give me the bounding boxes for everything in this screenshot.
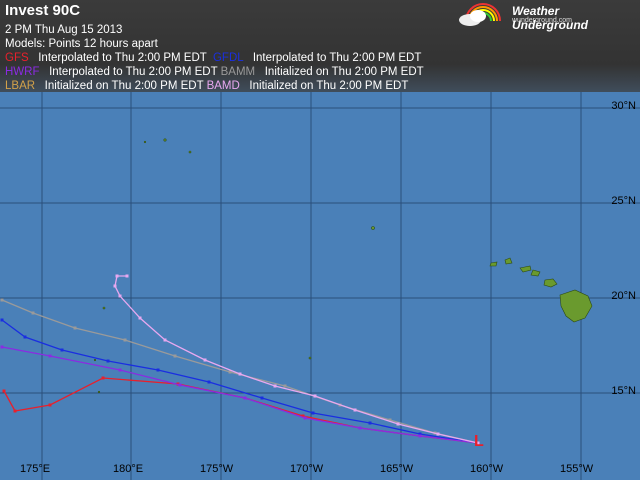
models-line: Models: Points 12 hours apart	[5, 38, 158, 50]
lat-label-15n: 15°N	[611, 385, 636, 397]
issue-time: 2 PM Thu Aug 15 2013	[5, 24, 123, 36]
model-tracks	[0, 274, 480, 445]
legend-bamd-name: BAMD	[206, 80, 240, 92]
track-point-bamm	[173, 354, 177, 358]
track-point-bamm	[73, 326, 77, 330]
track-point-bamm	[123, 338, 127, 342]
track-point-hwrf	[358, 426, 362, 430]
track-point-gfdl	[418, 432, 422, 436]
legend-bamm-status: Initialized on Thu 2:00 PM EDT	[264, 66, 424, 78]
track-point-gfdl	[311, 411, 315, 415]
track-point-bamm	[228, 370, 232, 374]
weather-underground-logo: Weather Underground wunderground.com	[456, 3, 634, 32]
track-point-gfdl	[368, 421, 372, 425]
storm-center-marker: L	[474, 433, 484, 450]
legend-lbar-name: LBAR	[5, 80, 36, 92]
legend-row-3: LBAR Initialized on Thu 2:00 PM EDT BAMD…	[5, 80, 408, 92]
header-panel: Invest 90C 2 PM Thu Aug 15 2013 Models: …	[0, 0, 640, 92]
track-point-hwrf	[0, 345, 4, 349]
lon-label-175e: 175°E	[20, 463, 51, 475]
track-point-bamd	[353, 408, 357, 412]
track-point-bamm	[388, 418, 392, 422]
track-point-bamd	[163, 338, 167, 342]
lat-label-25n: 25°N	[611, 195, 636, 207]
track-point-gfdl	[23, 335, 27, 339]
track-point-bamm	[0, 298, 4, 302]
legend-gfs-name: GFS	[5, 52, 29, 64]
track-point-gfdl	[260, 396, 264, 400]
track-point-gfdl	[60, 348, 64, 352]
track-point-hwrf	[178, 383, 182, 387]
track-point-gfs	[301, 414, 305, 418]
lat-label-20n: 20°N	[611, 290, 636, 302]
lat-label-30n: 30°N	[611, 100, 636, 112]
track-point-bamd	[476, 441, 480, 445]
track-point-bamd	[115, 274, 119, 278]
legend-row-2: HWRF Interpolated to Thu 2:00 PM EDT BAM…	[5, 66, 424, 78]
track-point-bamm	[31, 311, 35, 315]
track-point-bamd	[138, 316, 142, 320]
legend-gfs-status: Interpolated to Thu 2:00 PM EDT	[38, 52, 207, 64]
track-point-hwrf	[418, 434, 422, 438]
logo-text: Weather Underground	[512, 4, 588, 32]
legend-hwrf-name: HWRF	[5, 66, 40, 78]
track-point-bamd	[238, 372, 242, 376]
hawaii-islands	[93, 138, 593, 394]
lon-label-165w: 165°W	[380, 463, 414, 475]
track-point-bamm	[283, 384, 287, 388]
track-bamd	[114, 275, 479, 444]
track-point-bamd	[436, 432, 440, 436]
logo-url: wunderground.com	[512, 17, 572, 24]
track-point-bamd	[118, 294, 122, 298]
legend-bamm-name: BAMM	[220, 66, 256, 78]
lon-label-155w: 155°W	[560, 463, 594, 475]
track-point-gfdl	[0, 318, 4, 322]
track-point-hwrf	[243, 396, 247, 400]
legend-hwrf-status: Interpolated to Thu 2:00 PM EDT	[49, 66, 218, 78]
lon-label-180e: 180°E	[113, 463, 144, 475]
track-point-bamd	[396, 422, 400, 426]
track-point-hwrf	[118, 368, 122, 372]
track-point-gfs	[13, 409, 17, 413]
lon-label-170w: 170°W	[290, 463, 324, 475]
track-point-hwrf	[303, 416, 307, 420]
track-point-hwrf	[48, 354, 52, 358]
storm-title: Invest 90C	[5, 2, 81, 19]
track-point-gfs	[2, 389, 6, 393]
legend-lbar-status: Initialized on Thu 2:00 PM EDT	[44, 80, 204, 92]
grid-lines	[0, 92, 640, 480]
track-point-gfdl	[106, 359, 110, 363]
track-point-bamd	[203, 358, 207, 362]
track-point-bamd	[125, 274, 129, 278]
track-point-gfs	[48, 403, 52, 407]
lon-label-175w: 175°W	[200, 463, 234, 475]
track-point-bamd	[273, 384, 277, 388]
cloud-rainbow-icon	[459, 3, 501, 26]
legend-gfdl-status: Interpolated to Thu 2:00 PM EDT	[252, 52, 422, 64]
legend-row-1: GFS Interpolated to Thu 2:00 PM EDT GFDL…	[5, 52, 421, 64]
track-point-gfs	[101, 376, 105, 380]
legend-gfdl-name: GFDL	[212, 52, 244, 64]
track-point-gfdl	[207, 380, 211, 384]
track-point-gfdl	[156, 368, 160, 372]
legend-bamd-status: Initialized on Thu 2:00 PM EDT	[249, 80, 409, 92]
lon-label-160w: 160°W	[470, 463, 504, 475]
track-point-bamd	[113, 284, 117, 288]
track-point-bamd	[313, 394, 317, 398]
